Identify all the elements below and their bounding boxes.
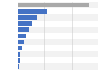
Bar	[18, 52, 20, 57]
Bar	[18, 9, 47, 14]
Bar	[18, 34, 26, 38]
Bar	[18, 58, 20, 63]
Bar	[18, 63, 98, 70]
Bar	[18, 15, 37, 20]
Bar	[18, 8, 98, 14]
Bar	[18, 21, 32, 26]
Bar	[18, 2, 98, 8]
Bar	[18, 27, 98, 33]
Bar	[18, 3, 89, 8]
Bar	[18, 51, 98, 57]
Bar	[18, 46, 22, 50]
Bar	[18, 64, 19, 69]
Bar	[18, 45, 98, 51]
Bar	[18, 27, 29, 32]
Bar	[18, 21, 98, 27]
Bar	[18, 14, 98, 21]
Bar	[18, 33, 98, 39]
Bar	[18, 40, 24, 44]
Bar	[18, 57, 98, 63]
Bar	[18, 39, 98, 45]
